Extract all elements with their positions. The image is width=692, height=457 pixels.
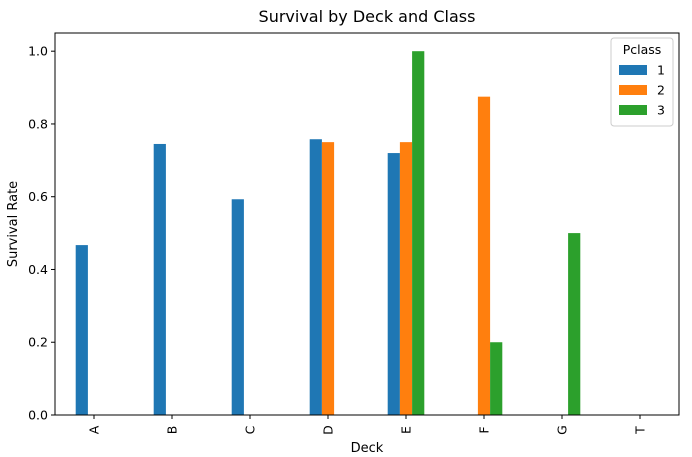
legend-box [610,37,674,127]
bars-group [75,51,581,416]
legend-swatch-2 [619,85,647,95]
legend-entry-1: 1 [657,63,665,78]
x-tick-label: B [165,426,180,435]
y-tick-label: 0.0 [28,408,48,423]
bar-D-class-1 [309,139,322,416]
bar-F-class-3 [490,342,503,415]
y-axis: 0.0 0.2 0.4 0.6 0.8 1.0 [28,44,55,423]
x-tick-label: C [243,425,258,434]
bar-D-class-2 [321,142,335,415]
y-tick-label: 0.6 [28,189,48,204]
y-axis-label: Survival Rate [6,181,21,267]
y-tick-label: 0.4 [28,262,48,277]
bar-A-class-1 [75,245,88,415]
bar-F-class-2 [477,96,491,416]
bar-C-class-1 [231,199,244,415]
y-tick-label: 1.0 [28,44,48,59]
bar-E-class-2 [399,142,413,415]
x-tick-label: E [399,426,414,434]
x-tick-label: F [477,426,492,433]
legend-swatch-3 [619,105,647,115]
x-axis-label: Deck [351,441,384,456]
bar-B-class-1 [153,143,166,415]
y-tick-label: 0.2 [28,335,48,350]
x-tick-label: T [633,426,648,435]
legend-entry-2: 2 [657,83,665,98]
bar-E-class-3 [412,51,425,415]
bar-G-class-3 [568,233,581,415]
bar-E-class-1 [387,153,400,415]
plot-frame [54,32,680,416]
legend-entry-3: 3 [657,103,665,118]
x-tick-label: A [87,425,102,434]
legend-swatch-1 [619,65,647,75]
x-tick-label: D [321,425,336,435]
y-tick-label: 0.8 [28,116,48,131]
x-tick-label: G [555,425,570,435]
legend: Pclass 1 2 3 [610,37,674,127]
legend-title: Pclass [623,42,662,57]
chart-title: Survival by Deck and Class [259,7,476,26]
